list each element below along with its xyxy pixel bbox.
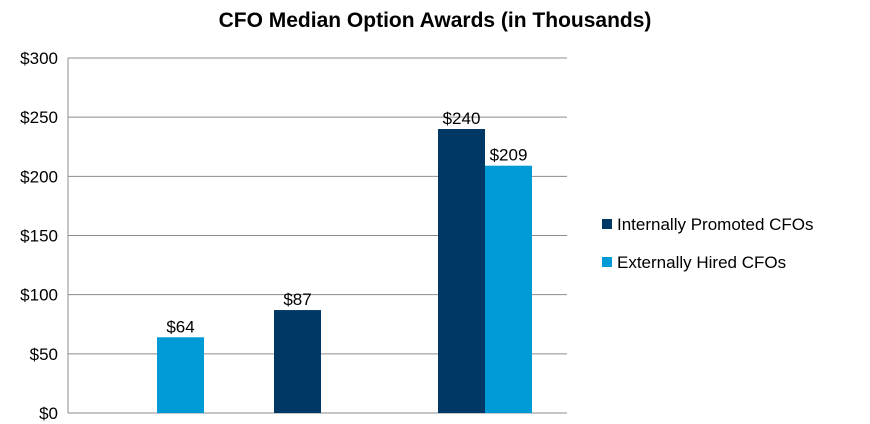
y-tick-label: $0 [39, 404, 58, 423]
data-labels: $87 $240 $64 $209 [166, 109, 527, 336]
legend: Internally Promoted CFOs Externally Hired… [602, 215, 814, 272]
y-tick-label: $100 [20, 286, 58, 305]
y-axis: $0 $50 $100 $150 $200 $250 $300 [20, 49, 69, 423]
y-tick-label: $150 [20, 227, 58, 246]
chart-title: CFO Median Option Awards (in Thousands) [219, 9, 652, 32]
bar-internal-1 [274, 310, 321, 413]
y-tick-label: $300 [20, 49, 58, 68]
bars [157, 129, 532, 413]
data-label: $209 [490, 146, 528, 165]
y-tick-label: $200 [20, 167, 58, 186]
gridlines [68, 57, 567, 414]
legend-label: Externally Hired CFOs [617, 253, 786, 272]
data-label: $64 [166, 317, 194, 336]
data-label: $240 [443, 109, 481, 128]
bar-external-2 [485, 165, 532, 413]
y-tick-label: $50 [30, 345, 58, 364]
bar-internal-2 [438, 129, 485, 413]
legend-swatch [602, 257, 612, 267]
y-tick-label: $250 [20, 108, 58, 127]
legend-label: Internally Promoted CFOs [617, 215, 814, 234]
legend-swatch [602, 219, 612, 229]
data-label: $87 [283, 290, 311, 309]
bar-external-0 [157, 337, 204, 413]
